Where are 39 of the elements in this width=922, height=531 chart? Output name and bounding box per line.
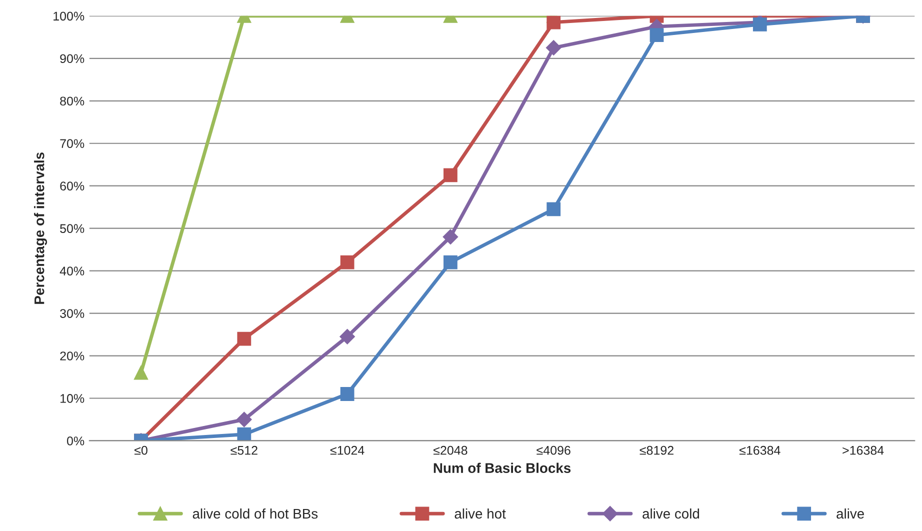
legend-label: alive — [836, 508, 864, 519]
x-tick-label: ≤4096 — [536, 446, 570, 455]
point — [237, 332, 252, 346]
legend-label: alive cold — [642, 508, 700, 519]
x-tick-label: ≤8192 — [640, 446, 674, 455]
legend-label: alive hot — [454, 508, 506, 519]
x-tick-label: ≤2048 — [434, 446, 468, 455]
point — [546, 16, 561, 30]
point — [340, 255, 354, 270]
y-tick-label: 100% — [54, 12, 84, 21]
x-tick-label: >16384 — [842, 446, 884, 455]
x-tick-label: ≤1024 — [330, 446, 364, 455]
point — [442, 229, 458, 244]
point — [340, 387, 354, 401]
y-tick-label: 80% — [60, 96, 84, 106]
y-tick-label: 20% — [60, 352, 84, 360]
x-tick-label: ≤0 — [134, 446, 148, 455]
point — [444, 168, 458, 182]
x-tick-label: ≤512 — [230, 446, 258, 455]
point — [444, 255, 458, 270]
y-tick-label: 0% — [66, 436, 84, 446]
y-tick-label: 50% — [60, 224, 84, 233]
point — [546, 202, 561, 216]
point — [134, 366, 148, 380]
y-tick-label: 40% — [60, 266, 84, 276]
y-tick-label: 60% — [60, 182, 84, 190]
point — [340, 329, 355, 344]
y-tick-label: 30% — [60, 309, 84, 318]
point — [650, 28, 664, 42]
y-axis-title: Percentage of intervals — [34, 152, 48, 304]
y-tick-label: 70% — [60, 139, 84, 148]
point — [546, 40, 562, 56]
x-axis-title: Num of Basic Blocks — [434, 462, 571, 473]
legend-label: alive cold of hot BBs — [192, 508, 318, 519]
y-tick-label: 90% — [60, 54, 84, 64]
y-tick-label: 10% — [60, 394, 84, 403]
x-tick-label: ≤16384 — [739, 446, 780, 455]
point — [237, 427, 252, 441]
point — [236, 412, 252, 428]
